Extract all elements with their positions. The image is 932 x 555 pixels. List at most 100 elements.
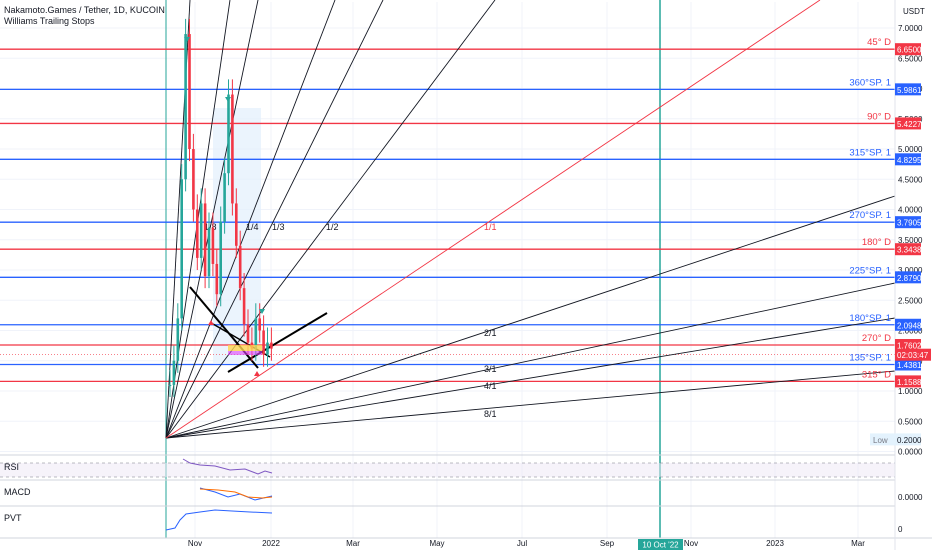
price-tag — [895, 358, 921, 371]
fan-label: 1/8 — [204, 222, 217, 232]
date-marker-text: 10 Oct '22 — [642, 541, 679, 550]
price-axis: USDT7.00006.50006.00005.50005.00004.5000… — [870, 0, 931, 550]
x-tick-label: Nov — [684, 539, 698, 548]
x-tick-label: 2022 — [262, 539, 280, 548]
level-label: 315°SP. 1 — [849, 147, 891, 158]
candle-body — [176, 318, 180, 361]
y-tick-label: 1.0000 — [898, 387, 923, 396]
price-tag — [895, 318, 921, 331]
fan-line — [165, 282, 896, 439]
fan-line — [165, 0, 259, 439]
candle-body — [203, 203, 207, 277]
macd-axis-value: 0.0000 — [898, 493, 923, 502]
x-tick-label: Mar — [346, 539, 360, 548]
level-label: 180° D — [862, 237, 891, 248]
pvt-line — [165, 509, 273, 531]
low-price-text: 0.2000 — [897, 436, 922, 445]
candle-body — [242, 288, 246, 325]
candle-body — [227, 94, 230, 174]
date-marker-tag — [638, 539, 683, 550]
price-tag-text: 2.0948 — [897, 321, 922, 330]
stop-marker — [254, 371, 260, 376]
y-tick-label: 4.5000 — [898, 175, 923, 184]
candle-body — [192, 149, 195, 210]
candle-body — [235, 203, 238, 246]
level-label: 270°SP. 1 — [849, 210, 891, 221]
x-tick-label: 2023 — [766, 539, 784, 548]
price-tag — [895, 271, 921, 284]
price-tag-text: 5.4227 — [897, 120, 922, 129]
price-tag-text: 1.1588 — [897, 378, 922, 387]
rsi-line — [182, 458, 273, 475]
candle-body — [223, 173, 226, 222]
y-tick-label: 0.5000 — [898, 417, 923, 426]
candle-body — [211, 227, 215, 264]
price-tag — [895, 117, 921, 130]
level-label: 225°SP. 1 — [849, 265, 891, 276]
stop-marker — [225, 97, 231, 102]
level-label: 135°SP. 1 — [849, 352, 891, 363]
candle-body — [172, 360, 176, 385]
candle-body — [207, 227, 211, 277]
fan-label: 1/2 — [326, 222, 339, 232]
chart-title: Nakamoto.Games / Tether, 1D, KUCOIN — [4, 5, 165, 15]
candle-body — [258, 318, 261, 331]
fan-label: 1/4 — [246, 222, 259, 232]
price-tag — [895, 83, 921, 96]
candle-body — [238, 245, 242, 289]
fan-line — [165, 0, 384, 439]
price-tag-text: 3.3438 — [897, 246, 922, 255]
price-tag-text: 1.4381 — [897, 361, 922, 370]
trailing-stop-markers — [184, 37, 265, 376]
candle-body — [254, 318, 258, 349]
macd-line — [199, 487, 273, 501]
price-tag-text: 3.7905 — [897, 219, 922, 228]
price-tag — [895, 375, 921, 388]
candle-body — [219, 221, 222, 295]
pvt-label: PVT — [4, 513, 22, 523]
candle-body — [231, 94, 234, 204]
level-label: 360°SP. 1 — [849, 77, 891, 88]
price-tag-text: 1.7602 — [897, 342, 922, 351]
low-label: Low — [873, 436, 888, 445]
y-tick-label: 4.0000 — [898, 206, 923, 215]
indicator-name: Williams Trailing Stops — [4, 16, 95, 26]
candle-body — [262, 330, 265, 355]
x-tick-label: Sep — [600, 539, 615, 548]
fan-line — [165, 0, 336, 439]
candle-body — [199, 203, 203, 258]
x-tick-label: May — [429, 539, 444, 548]
williams-band — [228, 351, 262, 355]
y-tick-label: 0.0000 — [898, 448, 923, 457]
low-tag — [870, 433, 896, 446]
time-axis: Nov 2022 Mar May Jul Sep Nov 2023 Mar 10 Oct '22 — [188, 539, 865, 550]
y-tick-label: 5.0000 — [898, 145, 923, 154]
current-price-tag — [895, 348, 931, 361]
fan-label: 8/1 — [484, 409, 497, 419]
candle-body — [270, 342, 273, 349]
price-tag — [895, 243, 921, 256]
low-price-tag — [895, 433, 921, 446]
fan-line-1x1 — [165, 0, 821, 439]
level-label: 270° D — [862, 333, 891, 344]
candle-body — [266, 342, 269, 355]
level-label: 315° D — [862, 369, 891, 380]
price-tag-text: 2.8790 — [897, 274, 922, 283]
candle-body — [246, 324, 250, 343]
candle-body — [168, 384, 172, 386]
fan-label: 2/1 — [484, 328, 497, 338]
williams-band — [228, 345, 262, 351]
level-label: 180°SP. 1 — [849, 313, 891, 324]
stop-marker — [184, 37, 190, 42]
candle-body — [196, 209, 199, 258]
price-tag — [895, 216, 921, 229]
fan-label: 3/1 — [484, 364, 497, 374]
current-price-text: 02:03:47 — [897, 351, 929, 360]
stop-marker — [259, 309, 265, 314]
trend-line — [227, 312, 328, 373]
y-tick-label: 7.0000 — [898, 24, 923, 33]
price-tag-text: 6.6500 — [897, 46, 922, 55]
